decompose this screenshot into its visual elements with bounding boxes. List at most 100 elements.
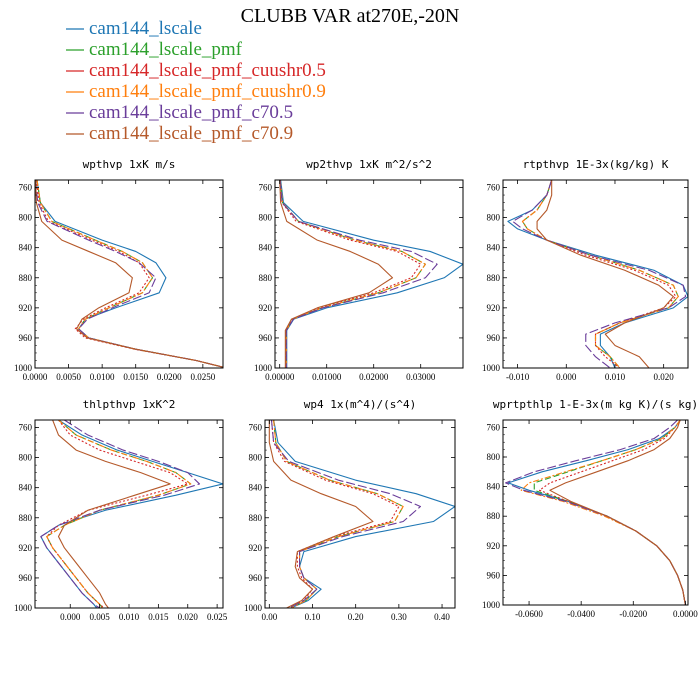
series-line-5 <box>505 420 686 605</box>
y-tick-label: 800 <box>487 213 501 223</box>
x-tick-label: 0.30 <box>391 612 407 622</box>
series-line-3 <box>538 420 686 605</box>
x-tick-label: 0.20 <box>348 612 364 622</box>
series-line-3 <box>521 180 677 368</box>
panel-title: wp4 1x(m^4)/(s^4) <box>304 398 417 411</box>
y-tick-label: 920 <box>19 303 33 313</box>
panel-title: thlpthvp 1xK^2 <box>83 398 176 411</box>
y-tick-label: 960 <box>19 573 33 583</box>
series-line-3 <box>46 420 189 608</box>
series-line-3 <box>279 180 422 368</box>
legend-label: cam144_lscale_pmf_cuushr0.9 <box>89 81 326 102</box>
y-tick-label: 920 <box>249 543 263 553</box>
x-tick-label: 0.00 <box>261 612 277 622</box>
series-line-2 <box>36 180 223 368</box>
series-line-5 <box>270 420 421 608</box>
series-line-6 <box>549 420 686 605</box>
y-tick-label: 760 <box>487 183 501 193</box>
plot-frame <box>264 419 456 609</box>
y-tick-label: 800 <box>19 213 33 223</box>
series-group <box>505 420 686 605</box>
panels: wpthvp 1xK m/s76080084088092096010000.00… <box>14 158 698 622</box>
y-tick-label: 880 <box>19 513 33 523</box>
x-tick-label: 0.03000 <box>406 372 436 382</box>
plot-frame <box>502 179 689 369</box>
y-tick-label: 960 <box>487 570 501 580</box>
y-tick-label: 960 <box>249 573 263 583</box>
series-line-4 <box>36 180 223 368</box>
x-tick-label: 0.025 <box>207 612 228 622</box>
panel-6: wprtpthlp 1-E-3x(m kg K)/(s kg) 760 800 840… <box>482 398 698 619</box>
series-group <box>507 180 688 368</box>
y-tick-label: 840 <box>487 243 501 253</box>
series-line-2 <box>279 180 426 368</box>
series-line-1 <box>507 180 688 368</box>
y-tick-label: 1000 <box>482 363 501 373</box>
y-tick-label: 1000 <box>254 363 273 373</box>
x-tick-label: 0.0000 <box>673 609 698 619</box>
y-tick-label: 920 <box>487 303 501 313</box>
y-tick-label: 880 <box>487 511 501 521</box>
y-tick-label: 760 <box>19 183 33 193</box>
x-tick-label: 0.10 <box>305 612 321 622</box>
series-line-2 <box>533 420 686 605</box>
y-tick-label: 1000 <box>482 600 501 610</box>
series-line-3 <box>35 180 223 368</box>
x-tick-label: 0.01000 <box>312 372 342 382</box>
y-tick-label: 760 <box>259 183 273 193</box>
x-tick-label: 0.020 <box>178 612 199 622</box>
series-line-4 <box>46 420 192 608</box>
legend: cam144_lscalecam144_lscale_pmfcam144_lsc… <box>66 18 326 144</box>
y-tick-label: 1000 <box>244 603 263 613</box>
legend-label: cam144_lscale_pmf_c70.5 <box>89 102 293 123</box>
legend-label: cam144_lscale <box>89 18 202 39</box>
series-line-6 <box>536 180 674 368</box>
series-line-6 <box>268 420 374 608</box>
plot-frame <box>34 179 224 369</box>
x-tick-label: 0.000 <box>60 612 81 622</box>
legend-label: cam144_lscale_pmf <box>89 39 243 60</box>
y-tick-label: 960 <box>487 333 501 343</box>
panel-title: rtpthvp 1E-3x(kg/kg) K <box>523 158 669 171</box>
x-tick-label: -0.0400 <box>567 609 595 619</box>
series-group <box>40 420 223 608</box>
y-tick-label: 880 <box>487 273 501 283</box>
x-tick-label: 0.0000 <box>23 372 48 382</box>
legend-label: cam144_lscale_pmf_cuushr0.5 <box>89 60 326 81</box>
panel-3: rtpthvp 1E-3x(kg/kg) K 760 800 840 880 920 960… <box>482 158 689 382</box>
series-line-1 <box>280 180 463 368</box>
series-line-5 <box>512 180 687 368</box>
series-line-1 <box>40 420 223 608</box>
x-tick-label: 0.015 <box>148 612 169 622</box>
y-tick-label: 760 <box>249 423 263 433</box>
x-tick-label: 0.0100 <box>90 372 115 382</box>
x-tick-label: 0.0200 <box>157 372 182 382</box>
y-tick-label: 920 <box>19 543 33 553</box>
y-tick-label: 840 <box>487 482 501 492</box>
panel-title: wp2thvp 1xK m^2/s^2 <box>306 158 432 171</box>
y-tick-label: 840 <box>19 243 33 253</box>
series-group <box>268 420 455 608</box>
y-tick-label: 800 <box>259 213 273 223</box>
x-tick-label: 0.02000 <box>359 372 389 382</box>
series-line-1 <box>36 180 223 368</box>
x-tick-label: 0.0250 <box>190 372 215 382</box>
panel-5: wp4 1x(m^4)/(s^4)76080084088092096010000… <box>244 398 456 622</box>
panel-title: wprtpthlp 1-E-3x(m kg K)/(s kg) <box>493 398 698 411</box>
y-tick-label: 800 <box>487 452 501 462</box>
x-tick-label: -0.0200 <box>619 609 647 619</box>
y-tick-label: 800 <box>19 453 33 463</box>
figure-title: CLUBB VAR at270E,-20N <box>241 5 460 27</box>
y-tick-label: 840 <box>259 243 273 253</box>
x-tick-label: 0.40 <box>434 612 450 622</box>
y-tick-label: 880 <box>259 273 273 283</box>
plot-frame <box>274 179 464 369</box>
panel-2: wp2thvp 1xK m^2/s^2 760 800 840 880 920 960 100… <box>254 158 464 382</box>
y-tick-label: 800 <box>249 453 263 463</box>
y-tick-label: 760 <box>19 423 33 433</box>
x-tick-label: 0.010 <box>119 612 140 622</box>
x-tick-label: -0.010 <box>506 372 530 382</box>
y-tick-label: 920 <box>487 541 501 551</box>
series-line-4 <box>273 420 404 608</box>
